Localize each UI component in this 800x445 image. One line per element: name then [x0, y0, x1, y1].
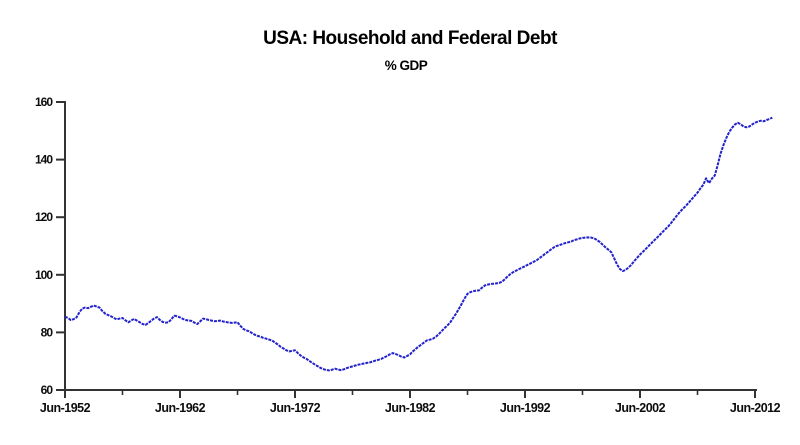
chart-subtitle: % GDP [384, 58, 428, 73]
x-tick-label: Jun-2012 [730, 401, 781, 415]
x-tick-label: Jun-1992 [500, 401, 551, 415]
x-tick-label: Jun-1982 [385, 401, 436, 415]
data-line-household-federal-debt [64, 116, 773, 372]
y-tick-label: 80 [41, 325, 54, 339]
y-tick-label: 60 [41, 383, 54, 397]
x-tick-label: Jun-2002 [615, 401, 666, 415]
y-tick-label: 160 [35, 95, 53, 109]
x-tick-label: Jun-1952 [40, 401, 91, 415]
chart-title: USA: Household and Federal Debt [263, 28, 557, 49]
x-tick-label: Jun-1962 [155, 401, 206, 415]
y-tick-label: 140 [35, 153, 53, 167]
y-tick-label: 100 [35, 268, 53, 282]
y-tick-label: 120 [35, 210, 53, 224]
x-tick-label: Jun-1972 [270, 401, 321, 415]
